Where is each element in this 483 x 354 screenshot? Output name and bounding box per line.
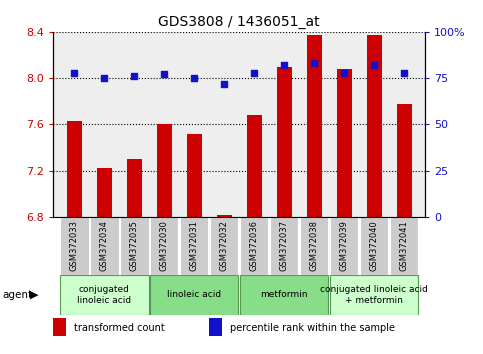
Text: conjugated linoleic acid
+ metformin: conjugated linoleic acid + metformin	[320, 285, 428, 304]
Point	[250, 70, 258, 75]
Point	[160, 72, 168, 77]
Bar	[60, 217, 88, 275]
Text: GSM372041: GSM372041	[399, 221, 409, 271]
Bar	[120, 217, 148, 275]
Bar	[330, 275, 418, 315]
Bar	[307, 35, 322, 217]
Bar	[60, 275, 148, 315]
Point	[70, 70, 78, 75]
Text: GSM372037: GSM372037	[280, 220, 288, 271]
Bar	[367, 35, 382, 217]
Bar	[390, 217, 418, 275]
Point	[280, 62, 288, 68]
Bar	[67, 121, 82, 217]
Bar	[247, 115, 262, 217]
Text: GSM372038: GSM372038	[310, 220, 319, 271]
Bar	[277, 67, 292, 217]
Bar	[330, 217, 358, 275]
Bar	[150, 275, 239, 315]
Bar	[127, 159, 142, 217]
Point	[310, 61, 318, 66]
Point	[130, 73, 138, 79]
Point	[100, 75, 108, 81]
Bar	[90, 217, 118, 275]
Bar	[210, 217, 239, 275]
Bar	[240, 217, 269, 275]
Bar	[53, 318, 66, 336]
Bar	[156, 124, 171, 217]
Text: GSM372033: GSM372033	[70, 220, 79, 271]
Text: GSM372032: GSM372032	[220, 220, 228, 271]
Bar	[360, 217, 388, 275]
Text: GSM372040: GSM372040	[369, 221, 379, 271]
Text: GSM372036: GSM372036	[250, 220, 258, 271]
Bar	[299, 217, 328, 275]
Text: GSM372034: GSM372034	[99, 220, 109, 271]
Text: conjugated
linoleic acid: conjugated linoleic acid	[77, 285, 131, 304]
Text: transformed count: transformed count	[73, 323, 164, 333]
Bar	[270, 217, 298, 275]
Text: GSM372030: GSM372030	[159, 220, 169, 271]
Point	[370, 62, 378, 68]
Text: GSM372035: GSM372035	[129, 220, 139, 271]
Bar	[240, 275, 328, 315]
Bar	[397, 103, 412, 217]
Text: metformin: metformin	[260, 290, 308, 299]
Text: percentile rank within the sample: percentile rank within the sample	[230, 323, 395, 333]
Text: GSM372039: GSM372039	[340, 220, 349, 271]
Point	[190, 75, 198, 81]
Text: agent: agent	[2, 290, 32, 300]
Text: ▶: ▶	[30, 290, 39, 300]
Title: GDS3808 / 1436051_at: GDS3808 / 1436051_at	[158, 16, 320, 29]
Bar	[97, 168, 112, 217]
Text: GSM372031: GSM372031	[190, 220, 199, 271]
Bar	[150, 217, 179, 275]
Bar	[180, 217, 209, 275]
Bar	[186, 133, 201, 217]
Bar	[216, 215, 231, 217]
Point	[340, 70, 348, 75]
Bar	[337, 69, 352, 217]
Bar	[209, 318, 222, 336]
Text: linoleic acid: linoleic acid	[167, 290, 221, 299]
Point	[400, 70, 408, 75]
Point	[220, 81, 228, 86]
